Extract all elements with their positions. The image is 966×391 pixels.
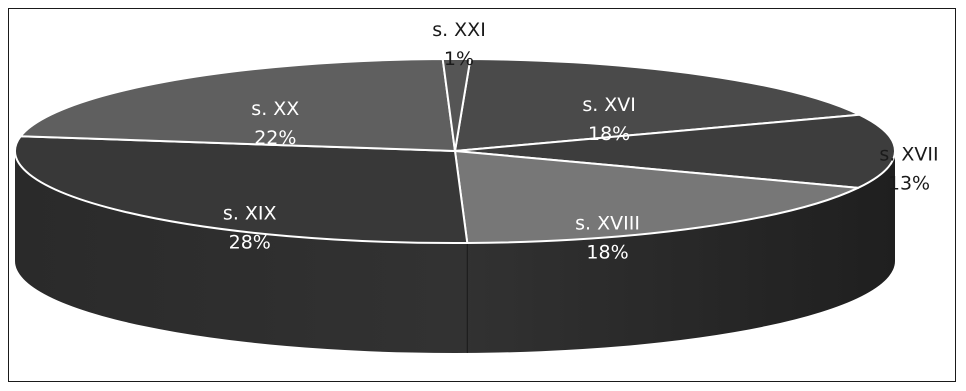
slice-label-s-xvi: s. XVI [582,94,636,116]
pie-slice-s-xvi [454,58,861,152]
slice-value-s-xix: 28% [229,232,271,254]
chart-frame: s. XVI 18% s. XVII 13% s. XVIII 18% s. XIX 28% s… [8,8,956,382]
pie-slice-s-xviii [454,150,860,244]
slice-label-s-xx: s. XX [251,98,299,120]
slice-value-s-xviii: 18% [586,241,628,263]
pie-slice-s-xix [14,135,469,244]
slice-value-s-xxi: 1% [444,48,474,70]
pie-slice-s-xx [19,58,456,152]
slice-label-s-xvii: s. XVII [879,143,938,165]
slice-label-s-xix: s. XIX [223,203,277,225]
pie-chart: s. XVI 18% s. XVII 13% s. XVIII 18% s. XIX 28% s… [14,19,939,353]
slice-value-s-xx: 22% [254,127,296,149]
slice-label-s-xviii: s. XVIII [575,212,640,234]
pie-slice-s-xxi [441,58,472,152]
pie-side-wall [15,151,895,353]
slice-label-s-xxi: s. XXI [432,19,486,41]
pie-slice-s-xvii [454,113,896,189]
slice-value-s-xvii: 13% [888,172,930,194]
slice-value-s-xvi: 18% [588,123,630,145]
